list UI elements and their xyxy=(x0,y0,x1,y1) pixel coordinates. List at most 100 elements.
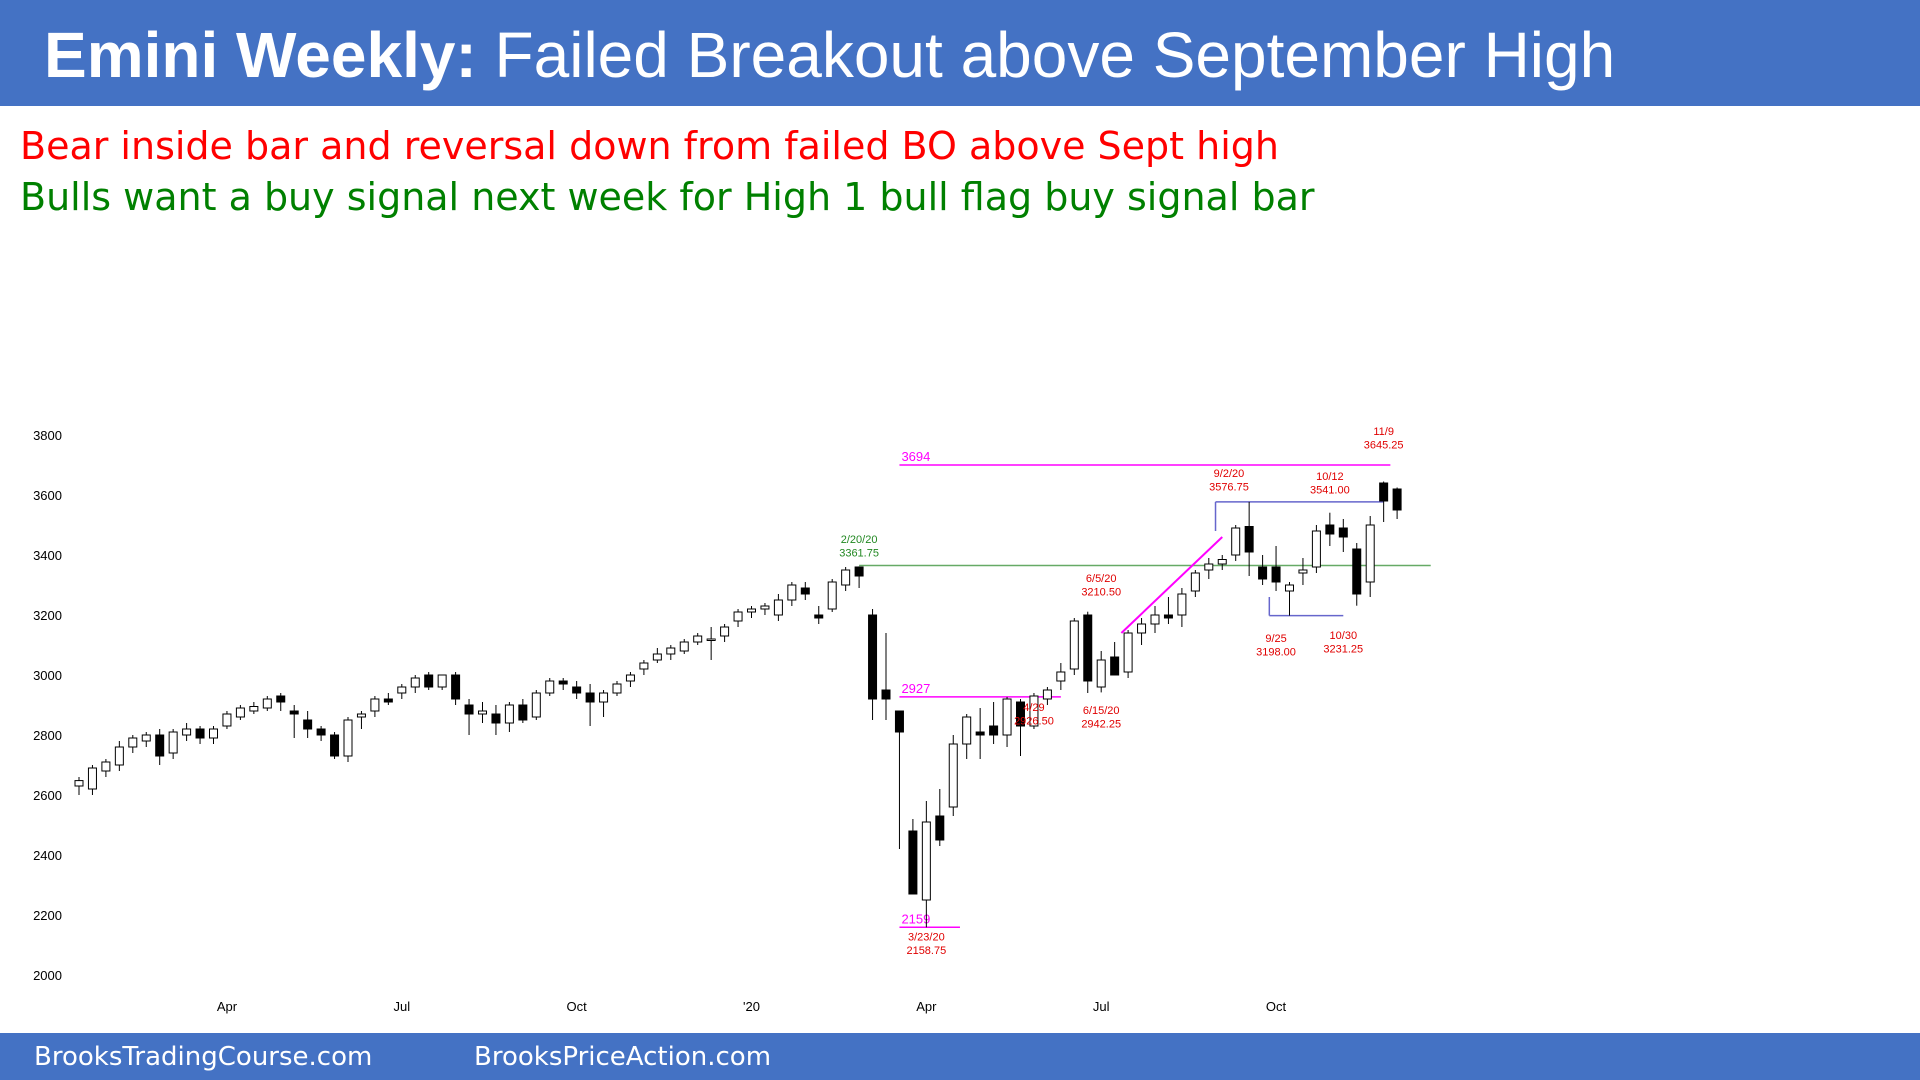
candle-bull xyxy=(1365,524,1375,583)
candle-bull xyxy=(182,728,192,736)
candle-bull xyxy=(74,780,84,787)
candle-bull xyxy=(504,704,514,724)
candle-bull xyxy=(827,581,837,610)
y-tick-label: 2400 xyxy=(33,848,62,863)
annotation-date: 11/9 xyxy=(1373,426,1394,438)
candle-bull xyxy=(921,821,931,901)
candle-bull xyxy=(1217,559,1227,565)
candle-bear xyxy=(894,710,904,733)
candle-bull xyxy=(114,746,124,766)
chart-area: 2000 2200 2400 2600 2800 3000 3200 3400 3600 3800… xyxy=(0,420,1920,1020)
candle-bear xyxy=(1110,656,1120,676)
line-label: 2927 xyxy=(901,681,930,696)
y-tick-label: 2200 xyxy=(33,908,62,923)
line-label: 2159 xyxy=(901,911,930,926)
candle-bull xyxy=(128,737,138,748)
candle-bear xyxy=(316,728,326,736)
candle-bull xyxy=(101,761,111,772)
annotation-date: 6/5/20 xyxy=(1086,573,1117,585)
candle-bull xyxy=(1204,563,1214,571)
x-tick-label: Jul xyxy=(1093,999,1110,1014)
annotation-date: 3/23/20 xyxy=(908,932,945,944)
annotation-price: 2942.25 xyxy=(1081,719,1121,731)
candle-bear xyxy=(303,719,313,730)
candle-bull xyxy=(841,569,851,586)
candle-bull xyxy=(397,686,407,694)
line-label: 3694 xyxy=(901,449,930,464)
candle-bull xyxy=(1137,623,1147,634)
annotation-price: 3231.25 xyxy=(1323,644,1363,656)
annotation-price: 2926.50 xyxy=(1014,716,1054,728)
candle-bear xyxy=(1352,548,1362,595)
candle-bear xyxy=(585,692,595,703)
y-tick-label: 2600 xyxy=(33,788,62,803)
bull-note: Bulls want a buy signal next week for Hi… xyxy=(20,175,1315,219)
title-rest: Failed Breakout above September High xyxy=(476,19,1616,91)
candle-bull xyxy=(1123,632,1133,673)
x-tick-label: '20 xyxy=(743,999,760,1014)
footer-band xyxy=(0,1033,1920,1080)
annotation-price: 3576.75 xyxy=(1209,482,1249,494)
annotation-price: 3645.25 xyxy=(1364,440,1404,452)
candle-bear xyxy=(1244,526,1254,553)
candle-bear xyxy=(276,695,286,703)
candle-bear xyxy=(424,674,434,688)
candle-bull xyxy=(1298,569,1308,574)
candle-bull xyxy=(1096,659,1106,688)
annotation-date: 2/20/20 xyxy=(841,534,878,546)
trendline-bull-trendline xyxy=(1120,536,1223,634)
candle-bull xyxy=(249,706,259,712)
candle-bull xyxy=(1069,620,1079,670)
candle-bear xyxy=(881,689,891,700)
candle-bull xyxy=(948,743,958,808)
candle-bull xyxy=(747,608,756,613)
annotation-date: 4/29 xyxy=(1023,702,1044,714)
candle-bear xyxy=(1392,488,1402,511)
x-tick-label: Oct xyxy=(567,999,588,1014)
candlestick-chart: 2000 2200 2400 2600 2800 3000 3200 3400 3600 3800… xyxy=(33,426,1431,1014)
candle-bear xyxy=(1379,482,1389,502)
y-tick-label: 3400 xyxy=(33,548,62,563)
candle-bear xyxy=(1163,614,1173,619)
candle-bull xyxy=(787,584,797,601)
candle-bull xyxy=(1056,671,1066,682)
candle-bull xyxy=(531,692,541,718)
y-tick-label: 3800 xyxy=(33,428,62,443)
candle-bull xyxy=(1311,530,1321,568)
annotation-price: 3361.75 xyxy=(839,548,879,560)
candle-bull xyxy=(733,611,743,622)
candle-bull xyxy=(1042,689,1052,700)
y-tick-label: 2800 xyxy=(33,728,62,743)
candle-bull xyxy=(235,707,245,718)
annotation-price: 3198.00 xyxy=(1256,647,1296,659)
candle-bull xyxy=(720,626,730,637)
candle-bull xyxy=(652,653,662,661)
candle-bull xyxy=(706,638,716,641)
candle-bear xyxy=(155,734,165,757)
candle-bear xyxy=(195,728,205,739)
annotation-price: 2158.75 xyxy=(906,945,946,957)
candle-bear xyxy=(989,725,999,736)
annotation-price: 3210.50 xyxy=(1081,587,1121,599)
candle-bull xyxy=(1002,698,1012,736)
candle-bear xyxy=(800,587,810,595)
x-tick-label: Apr xyxy=(217,999,238,1014)
y-tick-label: 3600 xyxy=(33,488,62,503)
annotation-date: 10/12 xyxy=(1316,471,1344,483)
candle-bull xyxy=(625,674,635,682)
candle-bear xyxy=(935,815,945,841)
candle-bull xyxy=(168,731,178,754)
candle-bear xyxy=(464,704,474,715)
candle-bull xyxy=(410,677,420,688)
annotation-price: 3541.00 xyxy=(1310,485,1350,497)
candle-bear xyxy=(289,710,299,715)
footer-link-course[interactable]: BrooksTradingCourse.com xyxy=(34,1042,373,1072)
candle-bear xyxy=(558,680,568,685)
footer-link-priceaction[interactable]: BrooksPriceAction.com xyxy=(474,1042,772,1072)
candle-bear xyxy=(491,713,501,724)
candle-bear xyxy=(1016,701,1025,727)
candle-bull xyxy=(1231,527,1241,556)
candle-bear xyxy=(1338,527,1348,538)
candle-bull xyxy=(545,680,555,694)
candle-bull xyxy=(1029,695,1039,727)
